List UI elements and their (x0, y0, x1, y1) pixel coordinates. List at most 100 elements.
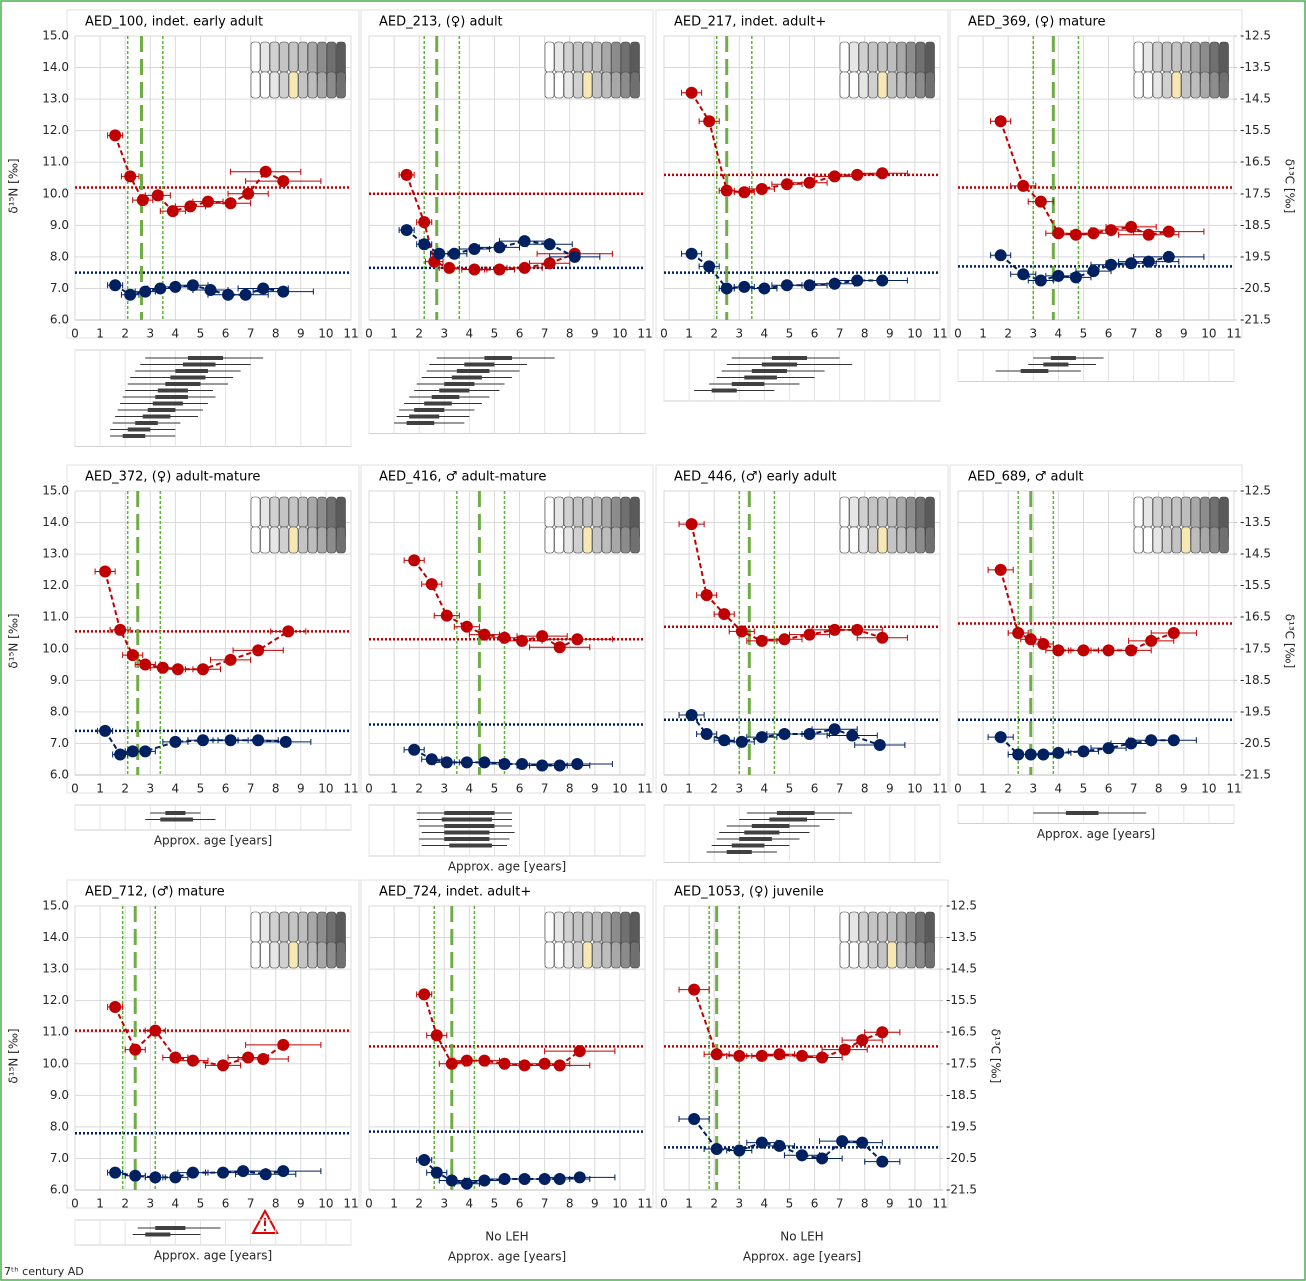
tooth (593, 497, 602, 527)
leh-core (444, 831, 489, 835)
tooth (289, 497, 298, 527)
x-tick-label: 4 (172, 1197, 180, 1211)
leh-core (158, 389, 188, 393)
data-point (804, 177, 816, 189)
x-tick-label: 9 (1180, 327, 1188, 341)
x-tick-label: 6 (811, 1197, 819, 1211)
x-tick-label: 3 (440, 1197, 448, 1211)
tooth (318, 527, 327, 553)
tooth (545, 912, 554, 942)
y2-tick-label: -16.5 (946, 1025, 977, 1039)
tooth (888, 42, 897, 72)
leh-core (752, 369, 787, 373)
tooth (261, 497, 270, 527)
tooth (878, 42, 887, 72)
tooth (289, 72, 298, 98)
x-tick-label: 3 (440, 327, 448, 341)
x-tick-label: 4 (761, 327, 769, 341)
tooth (840, 942, 849, 968)
y2-tick-label: -13.5 (946, 930, 977, 944)
y2-axis-label: δ¹³C [‰] (1283, 614, 1297, 669)
data-point (225, 734, 237, 746)
tooth (1144, 497, 1153, 527)
data-point (736, 625, 748, 637)
x-tick-label: 6 (516, 327, 524, 341)
data-point (418, 238, 430, 250)
leh-core (143, 415, 171, 419)
leh-core (123, 434, 146, 438)
x-tick-label: 3 (735, 782, 743, 796)
panel: AED_446, (♂) early adult01234567891011 (656, 465, 948, 863)
y2-tick-label: -19.5 (946, 1119, 977, 1133)
tooth (574, 42, 583, 72)
x-tick-label: 11 (932, 327, 947, 341)
x-tick-label: 0 (660, 782, 668, 796)
x-tick-label: 5 (491, 327, 499, 341)
y-tick-label: 10.0 (42, 641, 69, 655)
data-point (478, 629, 490, 641)
data-point (418, 988, 430, 1000)
data-point (781, 279, 793, 291)
data-point (431, 1029, 443, 1041)
leh-core (464, 363, 494, 367)
data-point (1163, 251, 1175, 263)
x-tick-label: 1 (390, 327, 398, 341)
panel: AED_372, (♀) adult-mature15.014.013.012.… (7, 465, 360, 848)
y-tick-label: 6.0 (50, 1183, 69, 1197)
data-point (172, 663, 184, 675)
tooth (251, 912, 260, 942)
data-point (187, 1167, 199, 1179)
leh-core (444, 837, 489, 841)
tooth (850, 42, 859, 72)
leh-core (1043, 363, 1068, 367)
tooth (327, 527, 336, 553)
x-tick-label: 1 (979, 327, 987, 341)
y2-tick-label: -15.5 (1240, 123, 1271, 137)
x-tick-label: 10 (612, 327, 627, 341)
data-point (1025, 748, 1037, 760)
data-point (856, 1137, 868, 1149)
y2-tick-label: -17.5 (946, 1056, 977, 1070)
tooth (564, 72, 573, 98)
leh-box (369, 350, 645, 434)
data-point (554, 641, 566, 653)
data-point (736, 736, 748, 748)
x-tick-label: 7 (247, 327, 255, 341)
tooth (1153, 527, 1162, 553)
tooth (574, 497, 583, 527)
data-point (441, 756, 453, 768)
tooth (280, 942, 289, 968)
tooth (1144, 42, 1153, 72)
data-point (448, 248, 460, 260)
tooth (270, 942, 279, 968)
x-tick-label: 9 (886, 1197, 894, 1211)
y2-axis-label: δ¹³C [‰] (989, 1029, 1003, 1084)
tooth (564, 527, 573, 553)
x-tick-label: 0 (71, 327, 79, 341)
data-point (876, 167, 888, 179)
data-point (1035, 275, 1047, 287)
y2-tick-label: -21.5 (946, 1183, 977, 1197)
footnote: 7ᵗʰ century AD (4, 1265, 84, 1278)
leh-core (444, 824, 494, 828)
x-tick-label: 6 (1105, 782, 1113, 796)
x-tick-label: 10 (907, 327, 922, 341)
data-point (721, 185, 733, 197)
leh-core (452, 376, 482, 380)
data-point (139, 659, 151, 671)
leh-core (444, 811, 494, 815)
y-tick-label: 9.0 (50, 218, 69, 232)
panel-title: AED_372, (♀) adult-mature (85, 470, 260, 485)
x-tick-label: 1 (685, 782, 693, 796)
tooth (337, 72, 346, 98)
panel: AED_369, (♀) mature01234567891011-12.5-1… (950, 10, 1297, 382)
tooth (280, 42, 289, 72)
tooth (859, 42, 868, 72)
x-tick-label: 9 (591, 327, 599, 341)
data-point (1012, 627, 1024, 639)
data-point (816, 1051, 828, 1063)
leh-core (407, 421, 435, 425)
y2-tick-label: -18.5 (1240, 673, 1271, 687)
tooth (583, 72, 592, 98)
data-point (1070, 229, 1082, 241)
